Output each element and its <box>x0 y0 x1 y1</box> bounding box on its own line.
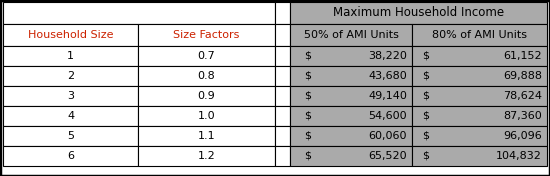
Text: 54,600: 54,600 <box>368 111 407 121</box>
Text: 49,140: 49,140 <box>368 91 407 101</box>
Bar <box>290 126 412 146</box>
Bar <box>412 106 547 126</box>
Bar <box>3 2 275 24</box>
Text: 78,624: 78,624 <box>503 91 542 101</box>
Bar <box>290 106 412 126</box>
Text: $: $ <box>422 111 430 121</box>
Bar <box>290 24 412 46</box>
Text: 2: 2 <box>67 71 74 81</box>
Text: Household Size: Household Size <box>28 30 113 40</box>
Bar <box>3 106 138 126</box>
Bar <box>275 126 290 146</box>
Bar <box>138 24 275 46</box>
Text: 104,832: 104,832 <box>496 151 542 161</box>
Text: 61,152: 61,152 <box>503 51 542 61</box>
Text: $: $ <box>305 151 311 161</box>
Text: 96,096: 96,096 <box>503 131 542 141</box>
Bar <box>138 146 275 166</box>
Text: 50% of AMI Units: 50% of AMI Units <box>304 30 398 40</box>
Bar <box>3 66 138 86</box>
Bar <box>412 126 547 146</box>
Bar <box>412 66 547 86</box>
Text: $: $ <box>305 71 311 81</box>
Text: 65,520: 65,520 <box>368 151 407 161</box>
Text: 60,060: 60,060 <box>368 131 407 141</box>
Text: 0.9: 0.9 <box>197 91 216 101</box>
Text: 1: 1 <box>67 51 74 61</box>
Text: $: $ <box>422 131 430 141</box>
Text: $: $ <box>422 51 430 61</box>
Text: $: $ <box>305 51 311 61</box>
Text: $: $ <box>305 111 311 121</box>
Bar <box>275 106 290 126</box>
Text: 43,680: 43,680 <box>368 71 407 81</box>
Bar <box>138 66 275 86</box>
Text: Size Factors: Size Factors <box>173 30 240 40</box>
Bar <box>138 46 275 66</box>
Text: 69,888: 69,888 <box>503 71 542 81</box>
Bar <box>275 66 290 86</box>
Bar <box>3 46 138 66</box>
Bar <box>290 86 412 106</box>
Text: 6: 6 <box>67 151 74 161</box>
Text: 5: 5 <box>67 131 74 141</box>
Text: 1.2: 1.2 <box>197 151 216 161</box>
Bar <box>138 86 275 106</box>
Bar <box>275 2 290 24</box>
Text: 1.1: 1.1 <box>197 131 215 141</box>
Text: $: $ <box>305 131 311 141</box>
Text: $: $ <box>422 71 430 81</box>
Bar <box>290 2 547 24</box>
Text: $: $ <box>422 91 430 101</box>
Bar <box>412 24 547 46</box>
Text: Maximum Household Income: Maximum Household Income <box>333 7 504 20</box>
Bar <box>275 86 290 106</box>
Text: 3: 3 <box>67 91 74 101</box>
Bar <box>3 146 138 166</box>
Bar <box>138 106 275 126</box>
Text: 38,220: 38,220 <box>368 51 407 61</box>
Bar <box>3 24 138 46</box>
Bar <box>290 146 412 166</box>
Bar <box>3 126 138 146</box>
Bar <box>412 46 547 66</box>
Bar <box>3 86 138 106</box>
Bar <box>290 66 412 86</box>
Text: $: $ <box>305 91 311 101</box>
Text: 80% of AMI Units: 80% of AMI Units <box>432 30 527 40</box>
Bar <box>275 46 290 66</box>
Text: $: $ <box>422 151 430 161</box>
Text: 4: 4 <box>67 111 74 121</box>
Text: 0.8: 0.8 <box>197 71 216 81</box>
Bar <box>290 46 412 66</box>
Bar <box>412 146 547 166</box>
Bar <box>412 86 547 106</box>
Text: 87,360: 87,360 <box>503 111 542 121</box>
Bar <box>275 146 290 166</box>
Bar <box>275 24 290 46</box>
Bar <box>138 126 275 146</box>
Text: 1.0: 1.0 <box>197 111 215 121</box>
Text: 0.7: 0.7 <box>197 51 216 61</box>
